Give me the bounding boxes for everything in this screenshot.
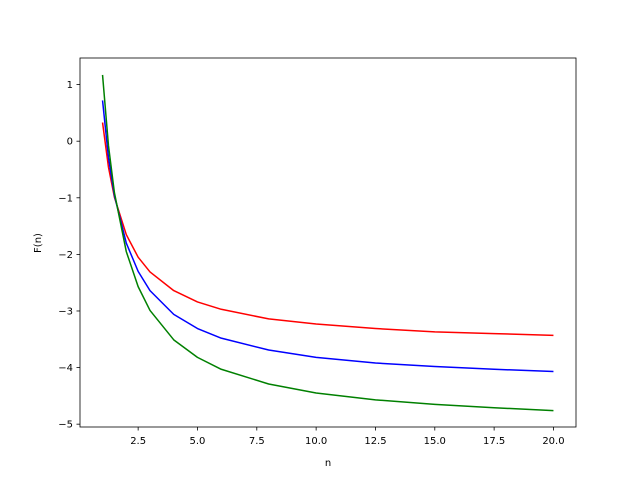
- y-tick-label: −2: [58, 250, 73, 261]
- y-axis-label: F(n): [33, 233, 44, 253]
- plot-frame: [79, 57, 577, 428]
- x-tick-label: 20.0: [542, 436, 564, 447]
- y-tick-label: −5: [58, 420, 73, 431]
- y-tick-label: 1: [67, 80, 73, 91]
- y-tick-label: −3: [58, 306, 73, 317]
- x-axis-label: n: [325, 458, 331, 469]
- line-series: [101, 100, 554, 373]
- y-tick-label: −1: [58, 193, 73, 204]
- x-tick-label: 12.5: [364, 436, 386, 447]
- line-series: [101, 74, 554, 412]
- x-tick-label: 2.5: [130, 436, 146, 447]
- x-tick-label: 17.5: [483, 436, 505, 447]
- y-tick-label: 0: [67, 137, 73, 148]
- y-tick-label: −4: [58, 363, 73, 374]
- x-tick-label: 5.0: [190, 436, 206, 447]
- x-tick-label: 10.0: [305, 436, 327, 447]
- x-tick-label: 15.0: [424, 436, 446, 447]
- line-series: [101, 122, 554, 337]
- x-tick-label: 7.5: [249, 436, 265, 447]
